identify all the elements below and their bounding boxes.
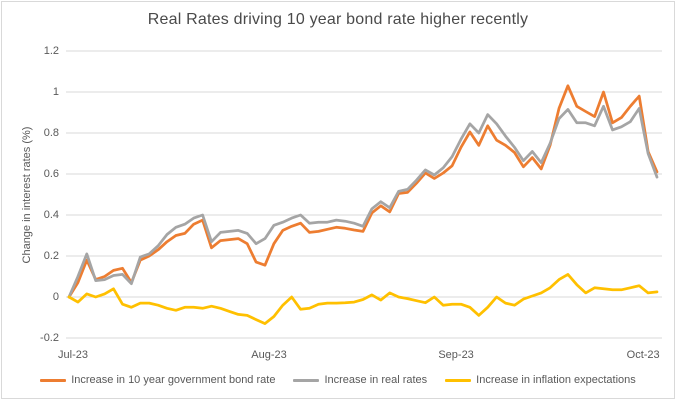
- legend-line-marker: [40, 378, 67, 382]
- chart-title: Real Rates driving 10 year bond rate hig…: [147, 11, 529, 28]
- legend-label: Increase in real rates: [324, 374, 428, 386]
- x-tick-label: Sep-23: [438, 349, 474, 361]
- legend-label: Increase in 10 year government bond rate: [71, 374, 276, 386]
- legend-label: Increase in inflation expectations: [476, 374, 636, 386]
- x-tick-label: Aug-23: [251, 349, 287, 361]
- y-tick-label: 1.2: [43, 45, 59, 57]
- legend-line-marker: [293, 378, 320, 382]
- series-line-2: [67, 273, 659, 325]
- y-tick-label: 0.2: [43, 250, 59, 262]
- y-tick-label: 0.6: [43, 168, 59, 180]
- x-tick-label: Jul-23: [58, 349, 88, 361]
- x-tick-label: Oct-23: [626, 349, 660, 361]
- legend-line-marker: [445, 378, 472, 382]
- y-tick-label: 0.8: [43, 127, 59, 139]
- y-tick-label: 1: [52, 86, 59, 98]
- y-tick-label: -0.2: [40, 332, 59, 344]
- series-line-1: [67, 104, 659, 299]
- legend-item: Increase in real rates: [293, 374, 427, 386]
- legend-item: Increase in 10 year government bond rate: [40, 374, 275, 386]
- y-tick-label: 0.4: [43, 209, 59, 221]
- chart-legend: Increase in 10 year government bond rate…: [2, 374, 674, 386]
- legend-item: Increase in inflation expectations: [445, 374, 636, 386]
- y-tick-label: 0: [52, 291, 59, 303]
- series-line-0: [67, 84, 659, 299]
- y-axis-title: Change in interest rates (%): [21, 126, 33, 264]
